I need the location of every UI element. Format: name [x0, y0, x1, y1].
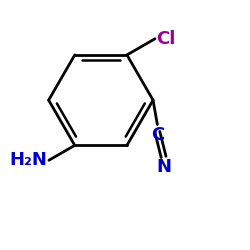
Text: C: C [151, 126, 164, 144]
Text: H₂N: H₂N [10, 151, 48, 169]
Text: Cl: Cl [156, 30, 176, 48]
Text: N: N [156, 158, 171, 176]
